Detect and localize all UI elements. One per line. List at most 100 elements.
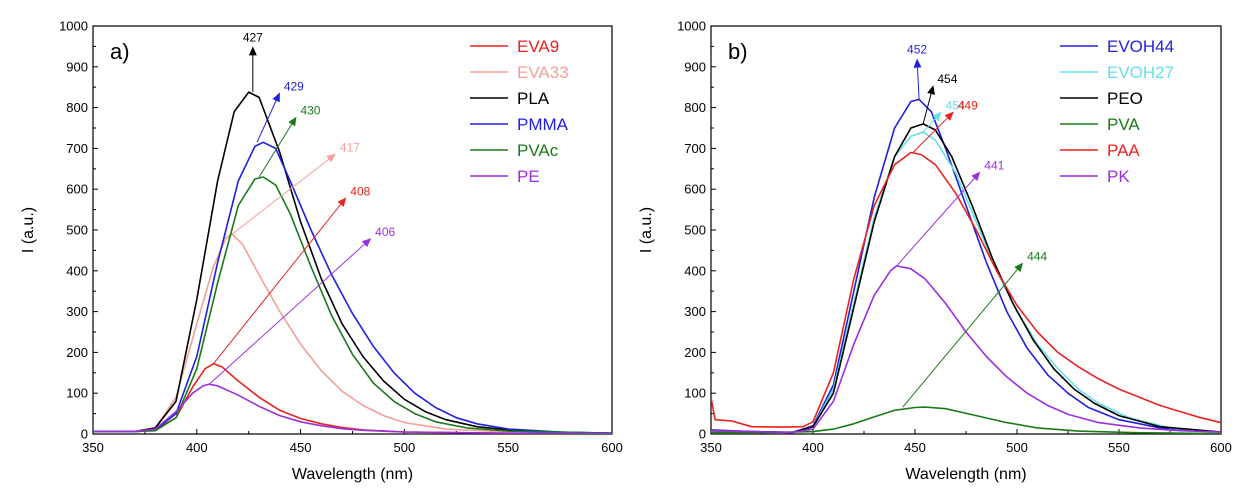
chart-panel-b: 350 400 450 500 550 600 0 100 200 300 400 500 600 700… xyxy=(638,19,1232,484)
plot-frame xyxy=(710,25,1222,435)
y-axis-label: I (a.u.) xyxy=(20,207,37,253)
y-tick-label: 400 xyxy=(684,263,706,278)
series-line-paa xyxy=(711,151,1221,428)
series-line-pe xyxy=(93,383,612,434)
peak-label-paa: 449 xyxy=(958,99,978,113)
peak-arrow-pva xyxy=(902,269,1018,408)
y-tick-label: 300 xyxy=(66,304,88,319)
peak-label-peo: 454 xyxy=(937,72,957,86)
x-tick-label: 400 xyxy=(186,440,208,455)
peak-arrowhead-pk xyxy=(971,171,981,182)
legend-label-pk: PK xyxy=(1107,167,1130,186)
peak-arrow-peo xyxy=(922,93,932,125)
y-tick-label: 1000 xyxy=(59,19,88,34)
y-tick-label: 500 xyxy=(66,223,88,238)
peak-arrowhead-evoh27 xyxy=(932,111,942,122)
peak-arrowhead-pla xyxy=(248,46,257,56)
y-tick-label: 900 xyxy=(66,59,88,74)
y-tick-label: 400 xyxy=(66,263,88,278)
peak-label-pvac: 430 xyxy=(300,104,320,118)
peak-label-pe: 406 xyxy=(375,225,395,239)
peak-label-eva9: 408 xyxy=(350,184,370,198)
y-tick-label: 700 xyxy=(684,141,706,156)
x-axis-label: Wavelength (nm) xyxy=(905,466,1026,483)
x-tick-label: 500 xyxy=(1006,440,1028,455)
peak-arrowhead-peo xyxy=(927,85,935,95)
peak-label-eva33: 417 xyxy=(340,141,360,155)
peak-arrow-eva33 xyxy=(231,158,330,235)
y-tick-label: 300 xyxy=(684,304,706,319)
chart-panel-a: 350 400 450 500 550 600 0 100 200 300 400 500 600 700… xyxy=(20,19,623,484)
legend-label-pla: PLA xyxy=(517,89,550,108)
peak-label-pla: 427 xyxy=(243,30,263,44)
x-tick-label: 500 xyxy=(394,440,416,455)
peak-label-evoh44: 452 xyxy=(907,43,927,57)
x-axis-label: Wavelength (nm) xyxy=(292,466,413,483)
series-line-pmma xyxy=(93,141,612,434)
peak-label-pva: 444 xyxy=(1027,250,1047,264)
peak-label-pk: 441 xyxy=(984,159,1004,173)
legend-label-pvac: PVAc xyxy=(517,141,559,160)
series-line-evoh44 xyxy=(711,98,1221,434)
x-tick-label: 350 xyxy=(82,440,104,455)
x-tick-label: 450 xyxy=(290,440,312,455)
x-tick-label: 450 xyxy=(904,440,926,455)
series-curves xyxy=(711,98,1221,434)
series-line-pk xyxy=(711,265,1221,434)
series-line-pla xyxy=(93,91,612,434)
y-tick-label: 1000 xyxy=(677,19,706,34)
x-tick-label: 550 xyxy=(1108,440,1130,455)
y-tick-label: 0 xyxy=(81,427,88,442)
y-tick-label: 800 xyxy=(66,100,88,115)
panel-label: a) xyxy=(110,39,130,64)
peak-arrow-pk xyxy=(896,178,975,267)
y-tick-label: 900 xyxy=(684,59,706,74)
peak-arrowhead-evoh44 xyxy=(913,58,922,68)
y-tick-label: 500 xyxy=(684,223,706,238)
peak-arrowhead-eva9 xyxy=(337,197,347,207)
x-tick-label: 550 xyxy=(497,440,519,455)
series-line-pvac xyxy=(93,176,612,434)
legend-label-pe: PE xyxy=(517,167,540,186)
y-tick-label: 100 xyxy=(66,386,88,401)
series-line-peo xyxy=(711,123,1221,434)
x-tick-label: 600 xyxy=(601,440,623,455)
y-tick-label: 800 xyxy=(684,100,706,115)
peak-arrowhead-pmma xyxy=(272,92,280,103)
peak-arrow-evoh27 xyxy=(922,118,936,133)
legend-label-peo: PEO xyxy=(1107,89,1143,108)
legend-label-eva33: EVA33 xyxy=(517,63,569,82)
legend-label-paa: PAA xyxy=(1107,141,1140,160)
y-tick-label: 100 xyxy=(684,386,706,401)
peak-arrow-pmma xyxy=(256,100,277,143)
peak-arrow-eva9 xyxy=(213,204,342,365)
peak-arrowhead-pva xyxy=(1014,262,1024,273)
series-line-eva33 xyxy=(93,233,612,434)
peak-arrowhead-pe xyxy=(361,238,372,248)
series-line-evoh27 xyxy=(711,131,1221,434)
x-tick-label: 400 xyxy=(802,440,824,455)
legend: EVA9 EVA33 PLA PMMA PVAc PE xyxy=(470,37,569,186)
y-tick-label: 600 xyxy=(684,182,706,197)
y-axis-label: I (a.u.) xyxy=(638,207,655,253)
peak-arrowhead-paa xyxy=(944,111,954,121)
legend: EVOH44 EVOH27 PEO PVA PAA PK xyxy=(1060,37,1174,186)
peak-arrowhead-eva33 xyxy=(326,153,336,163)
legend-label-evoh27: EVOH27 xyxy=(1107,63,1174,82)
peak-arrowhead-pvac xyxy=(288,116,297,127)
legend-label-eva9: EVA9 xyxy=(517,37,559,56)
legend-label-pva: PVA xyxy=(1107,115,1140,134)
peak-arrow-evoh44 xyxy=(916,67,920,100)
peak-label-pmma: 429 xyxy=(284,80,304,94)
y-tick-label: 0 xyxy=(699,427,706,442)
y-tick-label: 700 xyxy=(66,141,88,156)
x-tick-label: 350 xyxy=(700,440,722,455)
y-tick-label: 200 xyxy=(66,345,88,360)
peak-arrow-paa xyxy=(912,117,948,153)
panel-label: b) xyxy=(728,39,748,64)
legend-label-pmma: PMMA xyxy=(517,115,569,134)
peak-arrow-pvac xyxy=(258,123,293,178)
y-tick-label: 600 xyxy=(66,182,88,197)
